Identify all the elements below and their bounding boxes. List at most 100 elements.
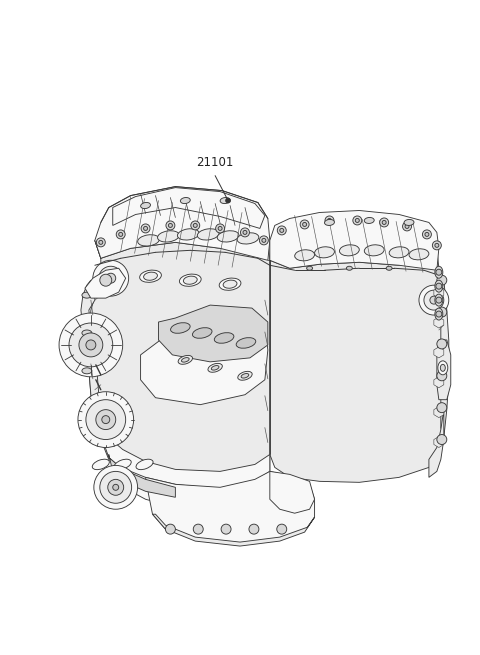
Circle shape [141,224,150,233]
Polygon shape [145,472,314,544]
Ellipse shape [314,247,335,258]
Ellipse shape [295,250,314,261]
Ellipse shape [324,219,335,225]
Ellipse shape [307,267,312,271]
Polygon shape [270,210,439,271]
Ellipse shape [157,231,179,242]
Circle shape [78,392,133,447]
Circle shape [96,409,116,430]
Circle shape [437,307,447,317]
Polygon shape [109,455,175,497]
Ellipse shape [144,272,157,280]
Ellipse shape [220,198,230,204]
Circle shape [69,323,113,367]
Circle shape [166,221,175,230]
Ellipse shape [339,245,359,256]
Polygon shape [429,409,444,477]
Circle shape [102,416,110,424]
Ellipse shape [435,280,443,292]
Polygon shape [89,370,148,479]
Polygon shape [95,187,270,260]
Ellipse shape [211,365,219,370]
Ellipse shape [82,368,92,374]
Ellipse shape [92,459,109,470]
Circle shape [437,339,447,349]
Ellipse shape [181,358,189,362]
Ellipse shape [82,292,92,298]
Circle shape [419,285,449,315]
Ellipse shape [223,280,237,288]
Circle shape [259,236,268,245]
Circle shape [437,434,447,445]
Circle shape [79,333,103,357]
Circle shape [353,216,362,225]
Polygon shape [434,407,444,418]
Circle shape [226,198,230,203]
Ellipse shape [178,356,192,364]
Ellipse shape [238,371,252,381]
Ellipse shape [435,294,443,306]
Circle shape [437,275,447,285]
Ellipse shape [404,219,414,225]
Circle shape [221,524,231,534]
Circle shape [437,371,447,381]
Ellipse shape [138,234,159,246]
Polygon shape [96,415,270,491]
Polygon shape [439,269,449,438]
Ellipse shape [170,323,190,333]
Circle shape [302,223,307,227]
Ellipse shape [435,267,443,278]
Circle shape [436,311,442,317]
Polygon shape [158,305,268,362]
Circle shape [325,216,334,225]
Ellipse shape [347,267,352,271]
Circle shape [300,220,309,229]
Ellipse shape [435,308,443,320]
Circle shape [144,227,147,231]
Circle shape [99,240,103,244]
Ellipse shape [141,202,150,208]
Ellipse shape [104,268,118,276]
Circle shape [422,230,432,239]
Circle shape [436,297,442,303]
Polygon shape [437,340,451,400]
Ellipse shape [180,274,201,286]
Circle shape [166,524,175,534]
Circle shape [216,224,225,233]
Circle shape [277,226,286,235]
Circle shape [277,524,287,534]
Ellipse shape [217,231,239,242]
Circle shape [430,296,438,304]
Circle shape [191,221,200,230]
Circle shape [218,227,222,231]
Ellipse shape [136,459,153,470]
Circle shape [59,313,123,377]
Ellipse shape [178,229,199,240]
Circle shape [240,228,250,237]
Circle shape [249,524,259,534]
Circle shape [432,241,441,250]
Circle shape [405,225,409,229]
Polygon shape [153,514,314,546]
Ellipse shape [100,266,121,278]
Circle shape [355,219,360,223]
Circle shape [436,283,442,289]
Circle shape [424,290,444,310]
Circle shape [403,222,411,231]
Ellipse shape [114,459,131,470]
Ellipse shape [389,247,409,258]
Ellipse shape [183,276,197,284]
Polygon shape [81,280,95,370]
Circle shape [108,479,124,495]
Circle shape [382,221,386,225]
Polygon shape [120,468,270,514]
Polygon shape [270,248,444,482]
Polygon shape [85,269,126,298]
Circle shape [280,229,284,233]
Circle shape [116,230,125,239]
Circle shape [94,466,138,509]
Circle shape [100,472,132,503]
Ellipse shape [409,249,429,260]
Ellipse shape [364,245,384,256]
Ellipse shape [219,278,241,290]
